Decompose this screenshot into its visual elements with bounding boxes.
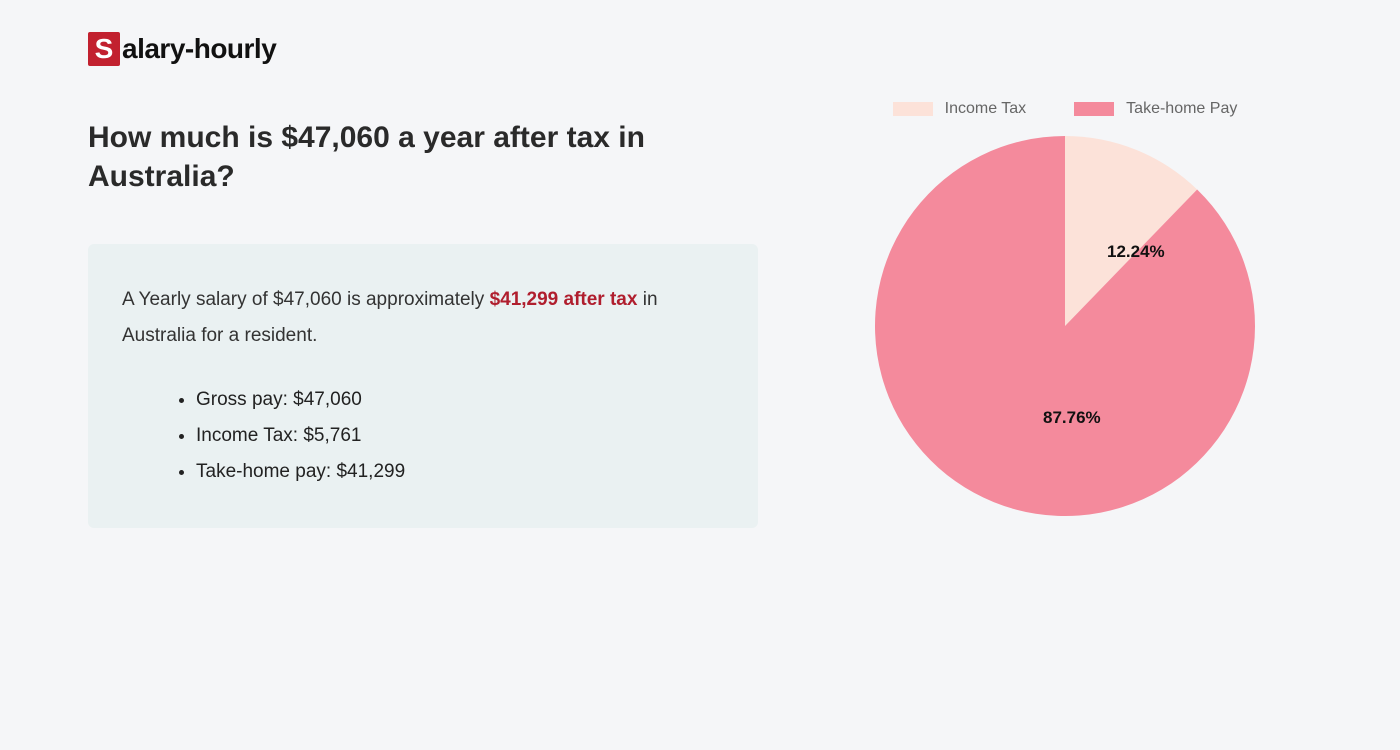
chart-legend: Income Tax Take-home Pay (818, 100, 1312, 118)
legend-swatch-icon (1074, 102, 1114, 116)
bullet-list: Gross pay: $47,060 Income Tax: $5,761 Ta… (122, 382, 724, 490)
right-column: Income Tax Take-home Pay 12.24% 87.76% (818, 32, 1312, 528)
legend-item-take-home: Take-home Pay (1074, 100, 1237, 118)
summary-prefix: A Yearly salary of $47,060 is approximat… (122, 289, 490, 310)
summary-box: A Yearly salary of $47,060 is approximat… (88, 244, 758, 528)
page-title: How much is $47,060 a year after tax in … (88, 118, 758, 196)
legend-swatch-icon (893, 102, 933, 116)
summary-highlight: $41,299 after tax (490, 289, 638, 310)
left-column: S alary-hourly How much is $47,060 a yea… (88, 32, 758, 528)
page-container: S alary-hourly How much is $47,060 a yea… (0, 0, 1400, 560)
pie-chart: 12.24% 87.76% (875, 136, 1255, 516)
legend-label: Take-home Pay (1126, 100, 1237, 118)
list-item: Take-home pay: $41,299 (196, 454, 724, 490)
legend-label: Income Tax (945, 100, 1027, 118)
legend-item-income-tax: Income Tax (893, 100, 1027, 118)
pie-slice-label: 12.24% (1107, 242, 1165, 262)
logo: S alary-hourly (88, 32, 758, 66)
logo-s-icon: S (88, 32, 120, 66)
pie-slice-label: 87.76% (1043, 408, 1101, 428)
list-item: Gross pay: $47,060 (196, 382, 724, 418)
logo-text: alary-hourly (122, 33, 276, 65)
summary-text: A Yearly salary of $47,060 is approximat… (122, 282, 724, 354)
list-item: Income Tax: $5,761 (196, 418, 724, 454)
